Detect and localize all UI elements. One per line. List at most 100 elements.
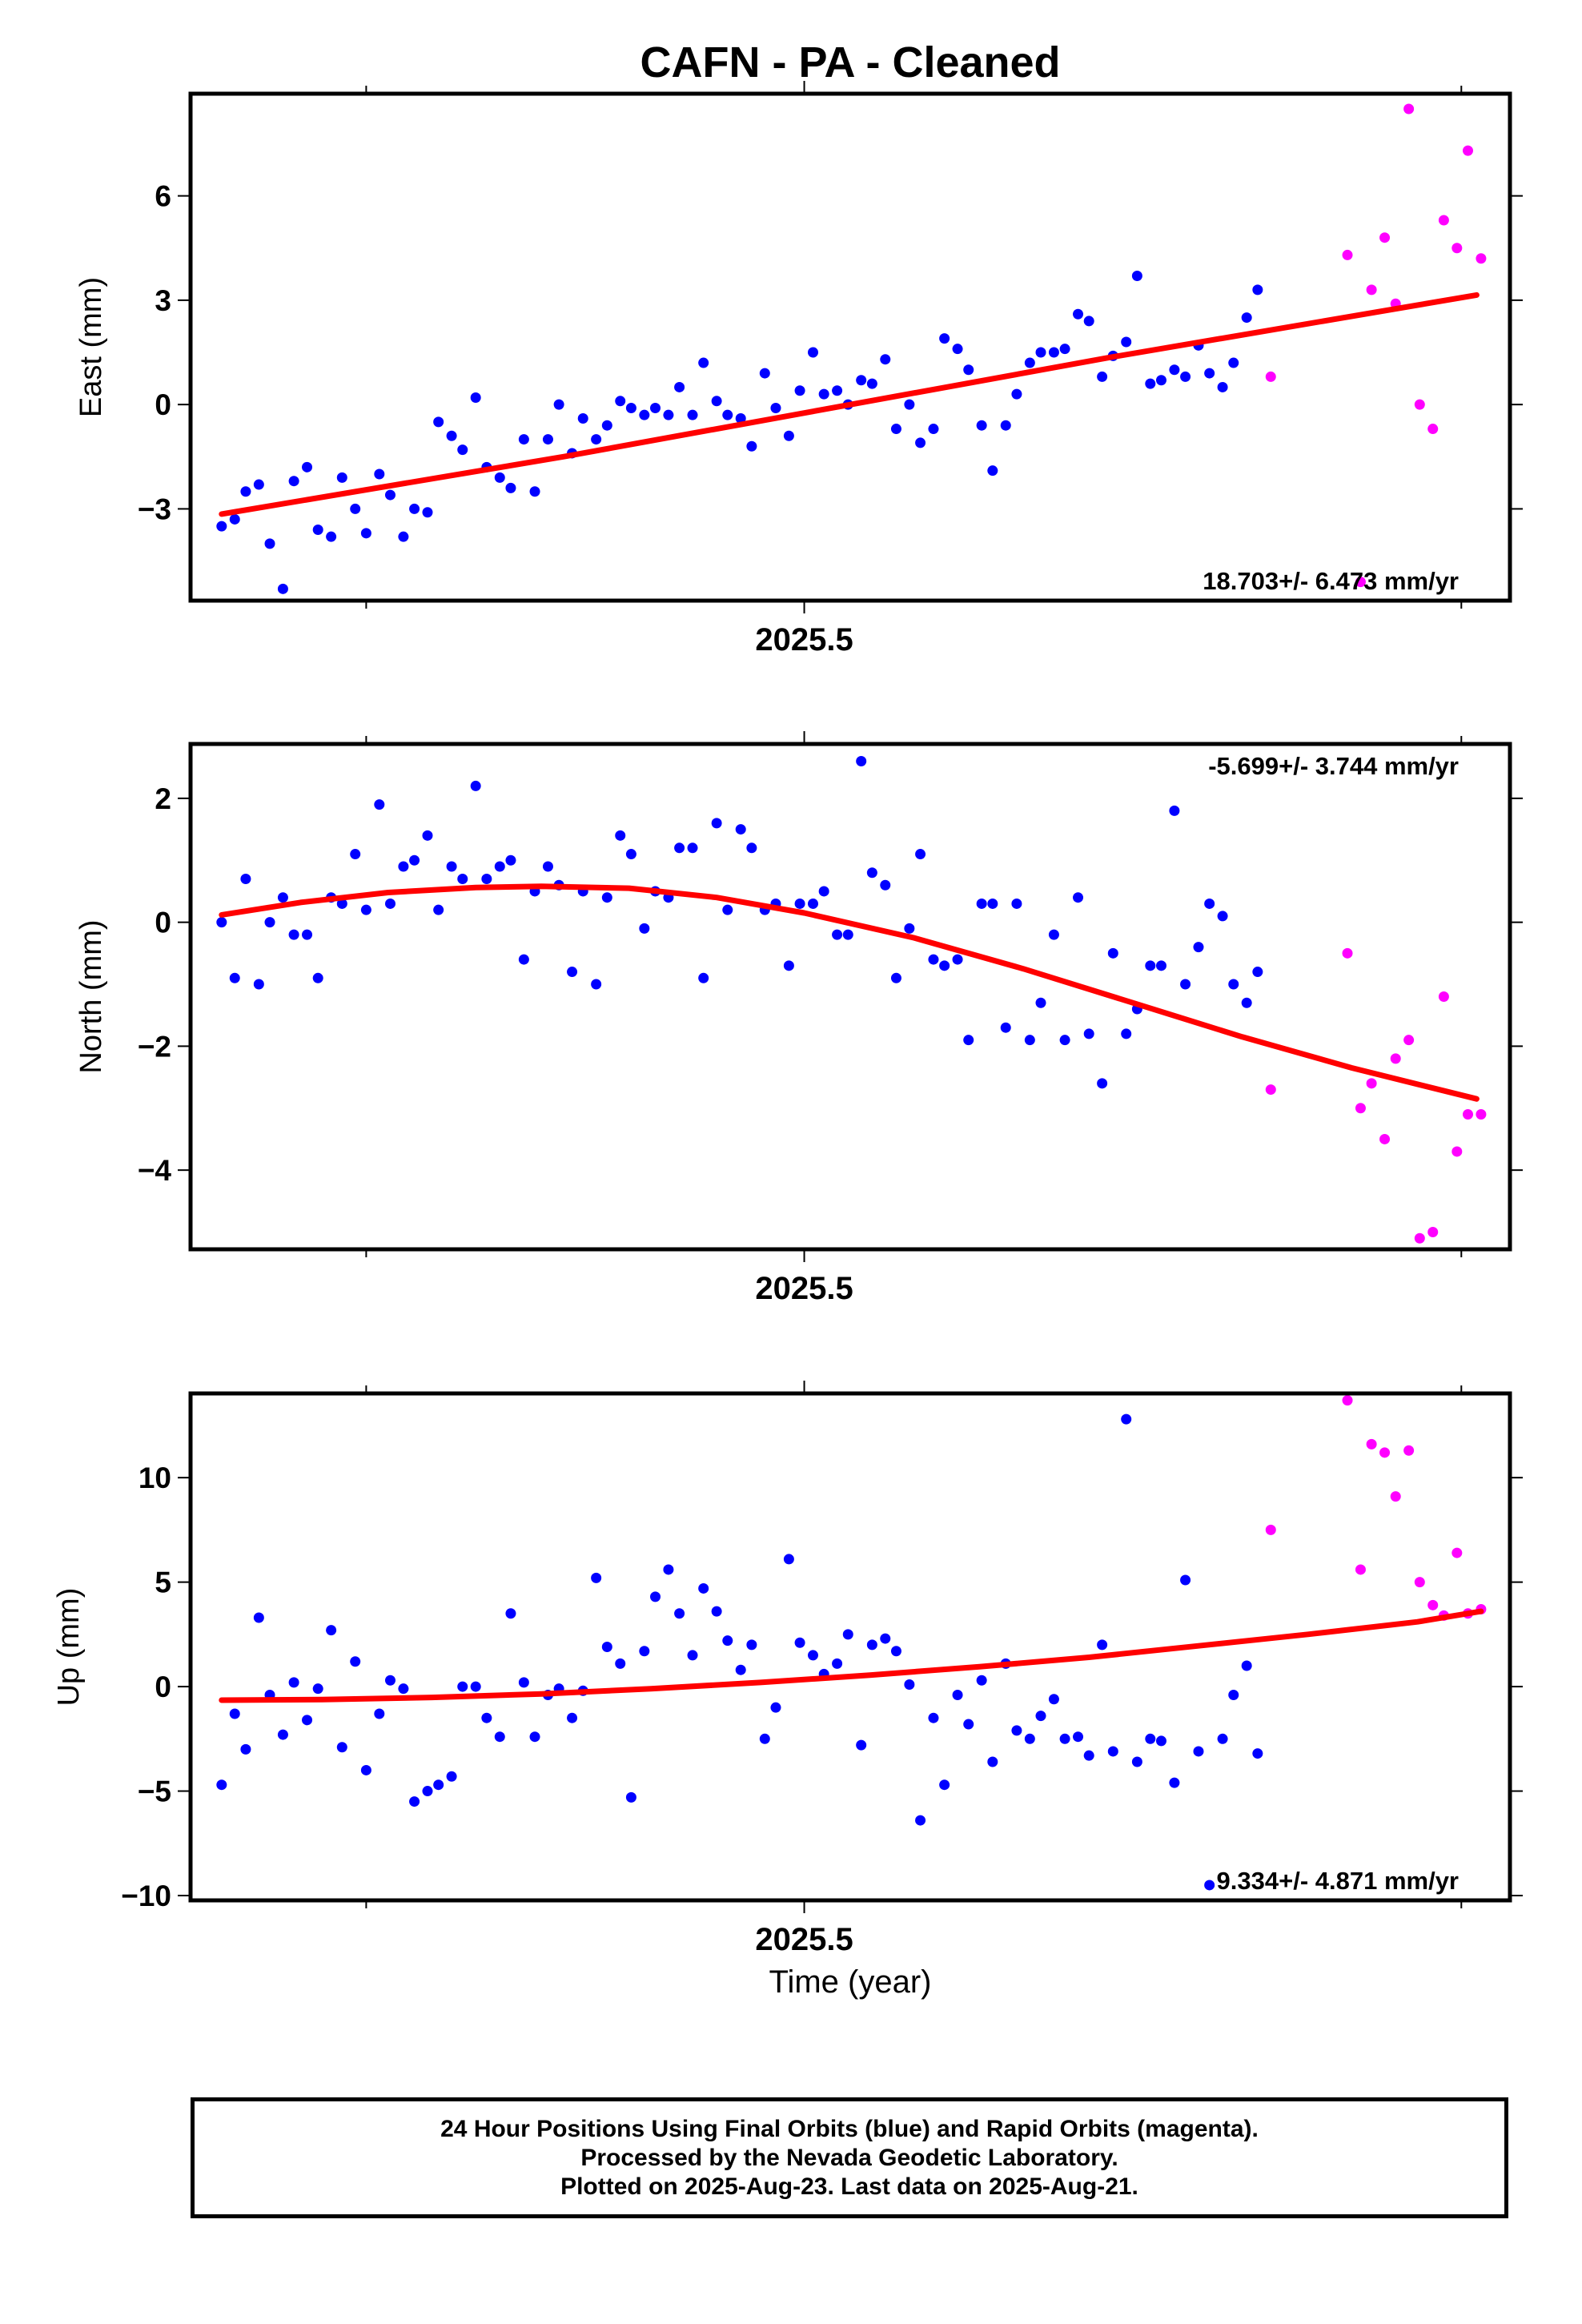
footer-info-box: 24 Hour Positions Using Final Orbits (bl… (191, 2097, 1508, 2218)
final-orbit-point (928, 424, 939, 435)
rapid-orbit-point (1414, 399, 1425, 410)
final-orbit-point (1073, 892, 1084, 903)
rapid-orbit-point (1355, 577, 1366, 588)
final-orbit-point (1217, 1733, 1228, 1744)
final-orbit-point (1024, 1733, 1035, 1744)
final-orbit-point (1228, 979, 1239, 990)
final-orbit-point (650, 402, 661, 413)
final-orbit-point (866, 1639, 877, 1651)
final-orbit-point (240, 486, 251, 497)
final-orbit-point (987, 898, 998, 909)
rapid-orbit-point (1265, 1084, 1276, 1096)
final-orbit-point (591, 979, 602, 990)
rapid-orbit-point (1366, 1438, 1377, 1449)
final-orbit-point (1048, 1694, 1059, 1705)
final-orbit-point (567, 1712, 578, 1723)
final-orbit-point (422, 507, 433, 518)
final-orbit-point (253, 1612, 264, 1623)
final-orbit-point (240, 873, 251, 884)
final-orbit-point (1228, 1690, 1239, 1701)
rapid-orbit-point (1427, 1599, 1439, 1610)
final-orbit-point (398, 531, 409, 542)
final-orbit-point (1121, 1028, 1132, 1039)
y-tick-label: −4 (138, 1154, 172, 1187)
rapid-orbit-point (1390, 1053, 1401, 1064)
final-orbit-point (1169, 1777, 1180, 1788)
final-orbit-point (711, 396, 722, 407)
final-orbit-point (1204, 1880, 1215, 1891)
final-orbit-point (470, 1681, 481, 1692)
final-orbit-point (253, 979, 264, 990)
final-orbit-point (856, 375, 867, 386)
final-orbit-point (1083, 1750, 1094, 1761)
final-orbit-point (336, 472, 347, 483)
final-orbit-point (952, 1690, 963, 1701)
rapid-orbit-point (1390, 1491, 1401, 1502)
y-axis-label: East (mm) (74, 277, 108, 417)
final-orbit-point (976, 898, 987, 909)
final-orbit-point (735, 1664, 746, 1675)
final-orbit-point (601, 420, 612, 431)
y-axis-label: Up (mm) (52, 1588, 86, 1707)
final-orbit-point (1193, 1746, 1204, 1757)
final-orbit-point (698, 357, 709, 368)
final-orbit-point (457, 444, 468, 456)
final-orbit-point (433, 416, 444, 428)
final-orbit-point (976, 420, 987, 431)
final-orbit-point (312, 1683, 323, 1695)
velocity-rate-label: -5.699+/- 3.744 mm/yr (1208, 752, 1459, 780)
final-orbit-point (904, 1679, 915, 1690)
final-orbit-point (663, 1564, 674, 1575)
final-orbit-point (963, 1719, 974, 1730)
final-orbit-point (890, 1646, 901, 1657)
final-orbit-point (277, 1729, 288, 1740)
final-orbit-point (409, 503, 420, 514)
final-orbit-point (1180, 979, 1191, 990)
final-orbit-point (625, 1791, 636, 1803)
trend-fit-line (219, 883, 1480, 1102)
final-orbit-point (216, 917, 227, 928)
final-orbit-point (770, 402, 781, 413)
final-orbit-point (880, 354, 891, 365)
final-orbit-point (326, 531, 337, 542)
final-orbit-point (880, 879, 891, 891)
footer-line-plotted: Plotted on 2025-Aug-23. Last data on 202… (560, 2173, 1138, 2200)
final-orbit-point (687, 1650, 698, 1661)
rapid-orbit-point (1438, 991, 1449, 1002)
final-orbit-point (807, 347, 818, 358)
final-orbit-point (746, 1639, 757, 1651)
final-orbit-point (470, 392, 481, 403)
final-orbit-point (1252, 967, 1263, 978)
final-orbit-point (384, 898, 396, 909)
final-orbit-point (326, 1625, 337, 1636)
final-orbit-point (288, 1677, 299, 1688)
final-orbit-point (1035, 1711, 1046, 1722)
final-orbit-point (1228, 357, 1239, 368)
final-orbit-point (856, 1739, 867, 1751)
y-tick-label: 0 (155, 388, 171, 421)
final-orbit-point (1121, 336, 1132, 348)
final-orbit-point (1035, 997, 1046, 1008)
final-orbit-point (1155, 960, 1166, 971)
final-orbit-point (481, 1712, 492, 1723)
final-orbit-point (746, 842, 757, 854)
final-orbit-point (746, 440, 757, 452)
final-orbit-point (1241, 1660, 1252, 1671)
trend-fit-line (219, 1608, 1484, 1703)
final-orbit-point (1204, 898, 1215, 909)
final-orbit-point (374, 799, 385, 810)
final-orbit-point (302, 929, 313, 940)
rapid-orbit-point (1427, 1227, 1439, 1238)
final-orbit-point (577, 413, 588, 424)
final-orbit-point (866, 378, 877, 389)
y-tick-label: 0 (155, 907, 171, 939)
final-orbit-point (952, 344, 963, 355)
final-orbit-point (639, 409, 650, 420)
rapid-orbit-point (1403, 103, 1415, 115)
final-orbit-point (229, 972, 240, 983)
final-orbit-point (216, 521, 227, 532)
final-orbit-point (1059, 1733, 1070, 1744)
final-orbit-point (663, 409, 674, 420)
y-tick-label: 2 (155, 782, 171, 815)
